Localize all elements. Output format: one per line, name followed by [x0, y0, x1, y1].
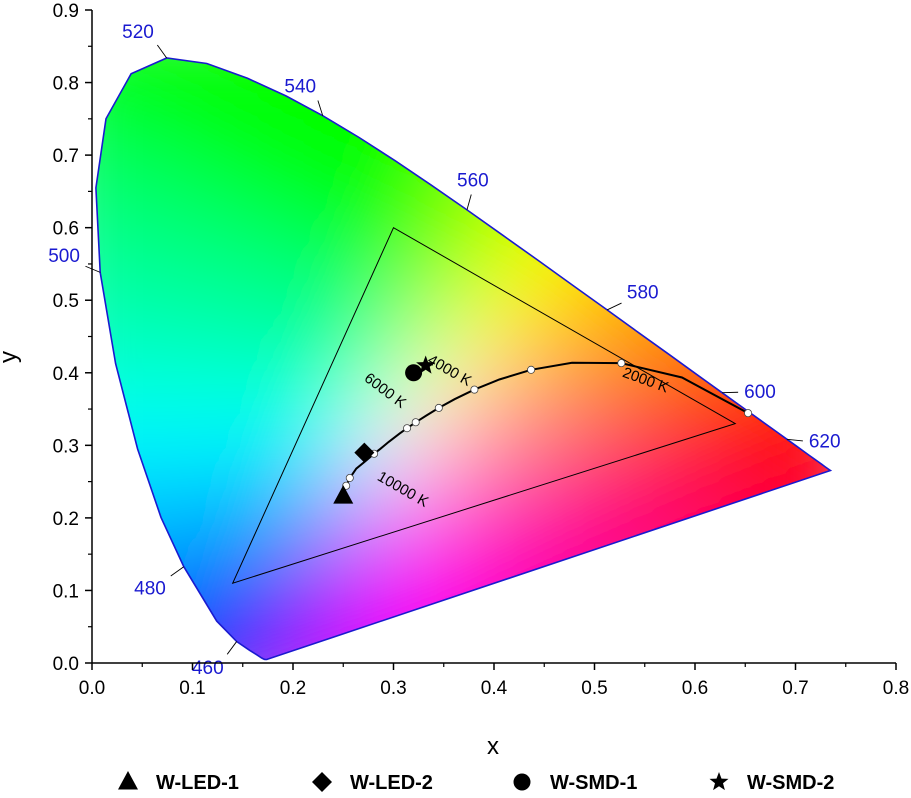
y-tick-label: 0.5: [53, 291, 79, 312]
data-points: [333, 355, 436, 504]
planckian-marker: [744, 409, 753, 418]
x-tick-label: 0.4: [481, 678, 508, 699]
y-tick-label: 0.9: [53, 1, 79, 22]
legend-marker-diamond: [312, 772, 332, 792]
planckian-marker: [345, 473, 354, 482]
wavelength-leader: [170, 566, 185, 577]
wavelength-leader: [156, 44, 168, 59]
legend-item: W-LED-1: [118, 771, 239, 794]
legend-item: W-LED-2: [312, 772, 433, 794]
wavelength-leader: [317, 100, 324, 116]
legend-label: W-LED-2: [350, 772, 433, 794]
planckian-marker: [411, 418, 420, 427]
x-tick-label: 0.7: [782, 678, 808, 699]
planckian-marker: [434, 403, 443, 412]
data-point-circle: [405, 364, 423, 382]
y-tick-label: 0.0: [53, 654, 79, 675]
legend-item: W-SMD-2: [709, 772, 834, 794]
wavelength-label: 620: [809, 432, 841, 453]
legend-marker-star: [709, 772, 729, 791]
legend-marker-triangle: [118, 771, 138, 790]
x-tick-label: 0.8: [883, 678, 909, 699]
legend-label: W-LED-1: [156, 772, 239, 794]
legend-label: W-SMD-1: [550, 772, 637, 794]
x-tick-label: 0.0: [79, 678, 105, 699]
y-axis-title: y: [0, 351, 22, 363]
wavelength-label: 540: [284, 77, 316, 98]
y-tick-label: 0.4: [53, 364, 80, 385]
wavelength-labels: 460 480 500 520 540 560 580 600 620: [48, 22, 840, 679]
x-axis-title: x: [487, 733, 499, 760]
y-ticks: 0.0 0.1 0.2 0.3 0.4 0.5 0.6 0.7 0.8 0.9: [53, 1, 92, 675]
planckian-marker: [617, 359, 626, 368]
wavelength-leader: [226, 641, 238, 655]
wavelength-leader: [606, 302, 622, 311]
wavelength-leader: [786, 438, 803, 442]
chromaticity-color-fill: [95, 58, 831, 660]
wavelength-label: 520: [122, 22, 154, 43]
srgb-gamut-triangle: [231, 226, 737, 585]
wavelength-label: 560: [457, 171, 489, 192]
y-tick-label: 0.3: [53, 436, 79, 457]
data-point-triangle: [333, 485, 354, 504]
y-tick-label: 0.6: [53, 219, 79, 240]
x-tick-label: 0.5: [581, 678, 607, 699]
wavelength-leader: [466, 194, 472, 211]
wavelength-label: 580: [627, 283, 659, 304]
axes: 0.0 0.1 0.2 0.3 0.4 0.5 0.6 0.7 0.8 0.0 0.1 0.2 0.3…: [53, 1, 910, 699]
y-tick-label: 0.1: [53, 581, 79, 602]
x-tick-label: 0.6: [682, 678, 708, 699]
planckian-marker: [470, 385, 479, 394]
planckian-marker: [403, 424, 412, 433]
wavelength-label: 500: [48, 246, 80, 267]
x-tick-label: 0.3: [380, 678, 406, 699]
x-tick-label: 0.1: [179, 678, 205, 699]
y-tick-label: 0.7: [53, 146, 79, 167]
planckian-markers: [342, 359, 753, 490]
x-tick-label: 0.2: [280, 678, 306, 699]
legend: W-LED-1 W-LED-2 W-SMD-1 W-SMD-2: [118, 771, 834, 794]
planckian-marker: [527, 365, 536, 374]
legend-marker-circle: [513, 773, 531, 791]
legend-label: W-SMD-2: [747, 772, 834, 794]
spectral-locus: [95, 57, 833, 661]
wavelength-label: 460: [192, 658, 224, 679]
x-ticks: 0.0 0.1 0.2 0.3 0.4 0.5 0.6 0.7 0.8: [79, 663, 909, 699]
data-point-star: [416, 355, 436, 374]
legend-item: W-SMD-1: [513, 772, 637, 794]
wavelength-label: 480: [134, 579, 166, 600]
data-point-diamond: [354, 442, 375, 463]
y-tick-label: 0.8: [53, 74, 79, 95]
y-tick-label: 0.2: [53, 509, 79, 530]
wavelength-label: 600: [744, 382, 776, 403]
wavelength-leader: [85, 265, 101, 273]
